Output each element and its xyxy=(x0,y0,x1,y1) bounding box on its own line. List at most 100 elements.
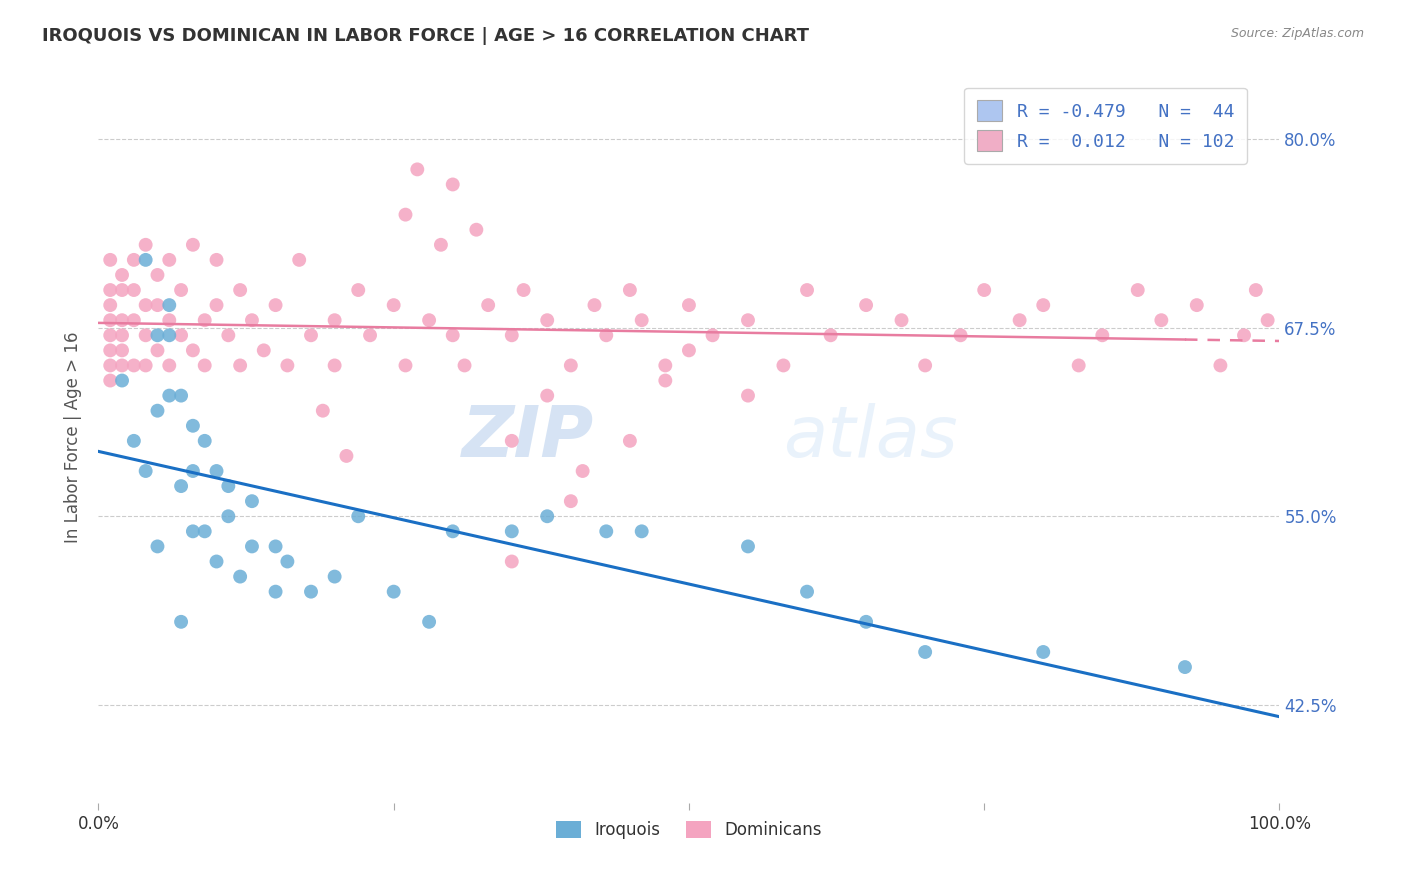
Point xyxy=(595,524,617,539)
Y-axis label: In Labor Force | Age > 16: In Labor Force | Age > 16 xyxy=(63,331,82,543)
Point xyxy=(914,359,936,373)
Point xyxy=(973,283,995,297)
Point xyxy=(1209,359,1232,373)
Point xyxy=(181,418,204,433)
Point xyxy=(501,434,523,448)
Point xyxy=(122,283,145,297)
Point xyxy=(654,374,676,388)
Point xyxy=(619,283,641,297)
Point xyxy=(194,313,217,327)
Point xyxy=(146,343,169,358)
Point xyxy=(135,252,157,267)
Point xyxy=(312,403,335,417)
Point xyxy=(1257,313,1279,327)
Point xyxy=(855,298,877,312)
Point xyxy=(737,313,759,327)
Point xyxy=(135,328,157,343)
Point xyxy=(194,359,217,373)
Point xyxy=(441,328,464,343)
Point xyxy=(323,359,346,373)
Point xyxy=(240,313,263,327)
Point xyxy=(288,252,311,267)
Point xyxy=(737,389,759,403)
Point xyxy=(347,283,370,297)
Point xyxy=(299,328,322,343)
Point xyxy=(630,524,652,539)
Point xyxy=(347,509,370,524)
Text: atlas: atlas xyxy=(783,402,957,472)
Point xyxy=(1174,660,1197,674)
Point xyxy=(536,509,558,524)
Point xyxy=(146,328,169,343)
Point xyxy=(382,584,405,599)
Point xyxy=(394,208,416,222)
Point xyxy=(98,252,121,267)
Point xyxy=(441,524,464,539)
Point xyxy=(170,615,193,629)
Point xyxy=(157,252,180,267)
Point xyxy=(406,162,429,177)
Point xyxy=(98,283,121,297)
Point xyxy=(382,298,405,312)
Point xyxy=(264,540,287,554)
Point xyxy=(146,268,169,282)
Point xyxy=(111,343,134,358)
Point xyxy=(536,389,558,403)
Point xyxy=(276,359,298,373)
Point xyxy=(359,328,381,343)
Point xyxy=(146,298,169,312)
Point xyxy=(678,343,700,358)
Point xyxy=(914,645,936,659)
Point xyxy=(323,569,346,583)
Point xyxy=(146,540,169,554)
Point xyxy=(205,554,228,568)
Point xyxy=(157,298,180,312)
Point xyxy=(1067,359,1090,373)
Point xyxy=(240,540,263,554)
Point xyxy=(583,298,606,312)
Point xyxy=(560,494,582,508)
Point xyxy=(1091,328,1114,343)
Point xyxy=(111,283,134,297)
Point xyxy=(430,237,453,252)
Point xyxy=(170,479,193,493)
Point xyxy=(122,434,145,448)
Point xyxy=(146,403,169,417)
Point xyxy=(571,464,593,478)
Point xyxy=(205,252,228,267)
Point xyxy=(181,343,204,358)
Point xyxy=(1126,283,1149,297)
Point xyxy=(122,359,145,373)
Point xyxy=(560,359,582,373)
Point xyxy=(98,374,121,388)
Text: ZIP: ZIP xyxy=(463,402,595,472)
Point xyxy=(1032,645,1054,659)
Point xyxy=(418,313,440,327)
Point xyxy=(98,343,121,358)
Point xyxy=(595,328,617,343)
Point xyxy=(111,268,134,282)
Point xyxy=(477,298,499,312)
Point xyxy=(630,313,652,327)
Point xyxy=(299,584,322,599)
Point xyxy=(98,298,121,312)
Point xyxy=(855,615,877,629)
Point xyxy=(170,328,193,343)
Legend: Iroquois, Dominicans: Iroquois, Dominicans xyxy=(550,814,828,846)
Point xyxy=(796,283,818,297)
Point xyxy=(157,389,180,403)
Point xyxy=(796,584,818,599)
Point xyxy=(772,359,794,373)
Point xyxy=(949,328,972,343)
Point xyxy=(157,359,180,373)
Point xyxy=(820,328,842,343)
Point xyxy=(111,328,134,343)
Point xyxy=(501,328,523,343)
Point xyxy=(181,464,204,478)
Point xyxy=(702,328,724,343)
Point xyxy=(737,540,759,554)
Point xyxy=(122,252,145,267)
Point xyxy=(536,313,558,327)
Point xyxy=(229,359,252,373)
Point xyxy=(1150,313,1173,327)
